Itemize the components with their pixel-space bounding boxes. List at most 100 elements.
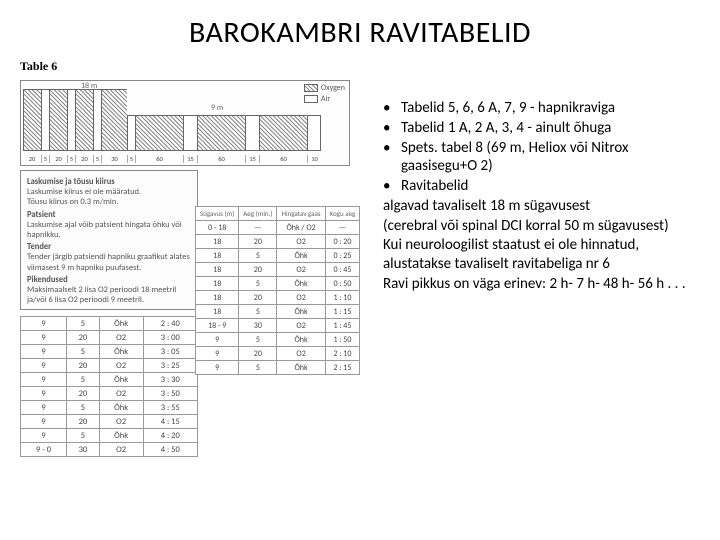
- cell: 0 : 45: [325, 263, 359, 277]
- cell: 20: [67, 415, 100, 429]
- profile-bar: [183, 115, 197, 151]
- para-4: Ravi pikkus on väga erinev: 2 h- 7 h- 48…: [375, 275, 700, 294]
- profile-bar: [307, 115, 321, 151]
- profile-bar: [101, 89, 127, 151]
- tb-h4: Pikendused: [27, 275, 191, 285]
- para-3: Kui neuroloogilist staatust ei ole hinna…: [375, 236, 700, 274]
- cell: 1 : 10: [325, 291, 359, 305]
- cell: 5: [239, 333, 277, 347]
- profile-time: 10: [307, 155, 321, 163]
- profile-time: 20: [23, 155, 41, 163]
- page-title: BAROKAMBRI RAVITABELID: [0, 0, 720, 59]
- profile-bar: [67, 89, 75, 151]
- profile-time: 20: [75, 155, 93, 163]
- table-row: 920O23 : 00: [21, 331, 198, 345]
- bullet-4: Ravitabelid: [397, 177, 700, 196]
- profile-time: 15: [245, 155, 259, 163]
- table-row: 9 - 030O24 : 50: [21, 443, 198, 457]
- profile-time: 60: [259, 155, 307, 163]
- cell: 4 : 50: [143, 443, 197, 457]
- profile-bar: [127, 115, 135, 151]
- table-row: 0 - 18—Õhk / O2—: [196, 221, 360, 235]
- cell: 9: [21, 387, 67, 401]
- bullet-list: Tabelid 5, 6, 6 A, 7, 9 - hapnikraviga T…: [375, 99, 700, 196]
- cell: Õhk: [99, 345, 143, 359]
- cell: 3 : 55: [143, 401, 197, 415]
- table-row: 95Õhk4 : 20: [21, 429, 198, 443]
- cell: Õhk: [99, 401, 143, 415]
- cell: O2: [277, 235, 326, 249]
- table-row: 95Õhk3 : 55: [21, 401, 198, 415]
- right-column: Tabelid 5, 6, 6 A, 7, 9 - hapnikraviga T…: [365, 59, 700, 457]
- cell: 5: [67, 345, 100, 359]
- cell: 9: [21, 345, 67, 359]
- cell: O2: [277, 347, 326, 361]
- cell: 18: [196, 277, 239, 291]
- profile-time: 20: [49, 155, 67, 163]
- cell: 2 : 40: [143, 317, 197, 331]
- profile-time: 60: [135, 155, 183, 163]
- profile-times: 205205205305601560156010: [23, 155, 347, 163]
- cell: 3 : 00: [143, 331, 197, 345]
- cell: 18: [196, 249, 239, 263]
- cell: O2: [99, 443, 143, 457]
- profile-bar: [259, 115, 307, 151]
- cell: 1 : 15: [325, 305, 359, 319]
- profile-time: 5: [41, 155, 49, 163]
- tb-l5: Maksimaalselt 2 lisa O2 perioodi 18 meet…: [27, 285, 191, 305]
- cell: 18: [196, 305, 239, 319]
- cell: 9: [196, 347, 239, 361]
- cell: 9: [196, 333, 239, 347]
- cell: —: [239, 221, 277, 235]
- cell: 20: [67, 359, 100, 373]
- cell: Õhk: [99, 373, 143, 387]
- cell: O2: [277, 319, 326, 333]
- profile-time: 60: [197, 155, 245, 163]
- cell: 20: [67, 331, 100, 345]
- bullet-1: Tabelid 5, 6, 6 A, 7, 9 - hapnikraviga: [397, 99, 700, 118]
- profile-bar: [245, 115, 259, 151]
- instructions-block: Laskumise ja tõusu kiirus Laskumise kiir…: [20, 170, 198, 310]
- cell: 18: [196, 235, 239, 249]
- cell: O2: [99, 331, 143, 345]
- table-row: 920O24 : 15: [21, 415, 198, 429]
- cell: Õhk: [277, 361, 326, 375]
- tb-l2: Tõusu kiirus on 0.3 m/min.: [27, 197, 191, 207]
- table-row: 1820O20 : 20: [196, 235, 360, 249]
- profile-bar: [135, 115, 183, 151]
- profile-bar: [75, 89, 93, 151]
- cell: 5: [239, 361, 277, 375]
- cell: 9: [21, 373, 67, 387]
- profile-bar: [197, 115, 245, 151]
- table-row: 185Õhk0 : 25: [196, 249, 360, 263]
- cell: 20: [239, 263, 277, 277]
- cell: 3 : 05: [143, 345, 197, 359]
- cell: Õhk: [277, 249, 326, 263]
- profile-bar: [49, 89, 67, 151]
- tb-l1: Laskumise kiirus ei ole määratud.: [27, 187, 191, 197]
- para-1: algavad tavaliselt 18 m sügavusest: [375, 197, 700, 216]
- tb-h3: Tender: [27, 242, 191, 252]
- tb-h1: Laskumise ja tõusu kiirus: [27, 177, 191, 187]
- cell: 20: [239, 347, 277, 361]
- table-row: 920O23 : 25: [21, 359, 198, 373]
- cell: 9: [21, 401, 67, 415]
- cell: 18: [196, 291, 239, 305]
- table-row: 185Õhk0 : 50: [196, 277, 360, 291]
- bottom-schedule-table: 95Õhk2 : 40920O23 : 0095Õhk3 : 05920O23 …: [20, 316, 198, 457]
- cell: Õhk / O2: [277, 221, 326, 235]
- cell: 5: [239, 305, 277, 319]
- cell: 9: [21, 429, 67, 443]
- cell: 30: [67, 443, 100, 457]
- schedule-header: Aeg (min.): [239, 207, 277, 221]
- cell: O2: [277, 263, 326, 277]
- cell: 0 - 18: [196, 221, 239, 235]
- profile-time: 5: [67, 155, 75, 163]
- cell: O2: [99, 387, 143, 401]
- cell: 5: [239, 277, 277, 291]
- tb-h2: Patsient: [27, 210, 191, 220]
- cell: 3 : 25: [143, 359, 197, 373]
- cell: 9 - 0: [21, 443, 67, 457]
- cell: 9: [196, 361, 239, 375]
- table-row: 1820O20 : 45: [196, 263, 360, 277]
